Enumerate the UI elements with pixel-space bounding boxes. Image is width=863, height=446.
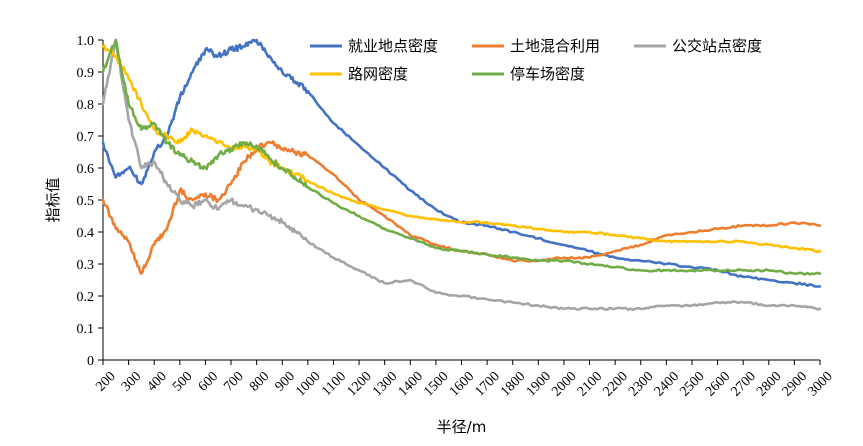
x-tick-label: 2700 <box>729 369 759 399</box>
series-line-4 <box>101 38 822 276</box>
y-tick-label: 0.6 <box>77 162 95 177</box>
y-axis-title: 指标值 <box>44 177 62 222</box>
y-tick-label: 0.8 <box>77 98 95 113</box>
y-tick-label: 0.2 <box>77 290 95 305</box>
x-tick-label: 1200 <box>344 369 374 399</box>
x-tick-label: 2600 <box>703 369 733 399</box>
x-tick-label: 1100 <box>319 369 349 399</box>
y-tick-label: 0.5 <box>77 194 95 209</box>
y-tick-label: 0.7 <box>77 130 95 145</box>
x-tick-label: 2800 <box>754 369 784 399</box>
x-tick-label: 1600 <box>447 369 477 399</box>
x-tick-label: 200 <box>93 369 118 394</box>
series-line-3 <box>101 44 822 254</box>
x-tick-label: 3000 <box>805 369 835 399</box>
x-tick-label: 500 <box>170 369 195 394</box>
x-tick-label: 2300 <box>626 369 656 399</box>
y-tick-label: 0.1 <box>77 322 95 337</box>
x-tick-label: 2000 <box>549 369 579 399</box>
y-tick-label: 0.3 <box>77 258 95 273</box>
x-tick-label: 1800 <box>498 369 528 399</box>
x-tick-label: 1700 <box>472 369 502 399</box>
series-line-0 <box>101 38 822 288</box>
legend-label: 土地混合利用 <box>510 37 600 55</box>
x-tick-label: 700 <box>221 369 246 394</box>
x-tick-label: 2400 <box>652 369 682 399</box>
y-tick-label: 1.0 <box>77 34 95 49</box>
series-layer <box>101 38 822 312</box>
x-tick-label: 1400 <box>396 369 426 399</box>
y-tick-label: 0.9 <box>77 66 95 81</box>
x-tick-label: 800 <box>247 369 272 394</box>
series-line-2 <box>101 38 822 312</box>
y-tick-label: 0.4 <box>77 226 95 241</box>
x-tick-label: 2100 <box>575 369 605 399</box>
x-tick-label: 1500 <box>421 369 451 399</box>
axes: 0 0.1 0.2 0.3 0.4 0.5 0.6 0.7 0.8 0.9 1.0 200 300 40… <box>77 34 836 400</box>
x-tick-label: 2900 <box>780 369 810 399</box>
x-tick-label: 2200 <box>600 369 630 399</box>
y-tick-label: 0 <box>87 354 94 369</box>
series-line-1 <box>101 140 822 275</box>
x-tick-label: 600 <box>196 369 221 394</box>
x-tick-label: 300 <box>119 369 144 394</box>
y-axis-ticks: 0 0.1 0.2 0.3 0.4 0.5 0.6 0.7 0.8 0.9 1.0 <box>77 34 103 369</box>
legend-label: 停车场密度 <box>510 65 585 83</box>
legend-label: 公交站点密度 <box>672 37 762 55</box>
x-axis-title: 半径/m <box>437 418 487 436</box>
x-tick-label: 2500 <box>677 369 707 399</box>
x-tick-label: 1000 <box>293 369 323 399</box>
x-tick-label: 1300 <box>370 369 400 399</box>
x-axis-ticks: 200 300 400 500 600 700 800 9001000110012001300… <box>93 360 836 400</box>
legend-label: 就业地点密度 <box>348 37 438 55</box>
legend-label: 路网密度 <box>348 65 408 83</box>
x-tick-label: 1900 <box>524 369 554 399</box>
x-tick-label: 400 <box>145 369 170 394</box>
